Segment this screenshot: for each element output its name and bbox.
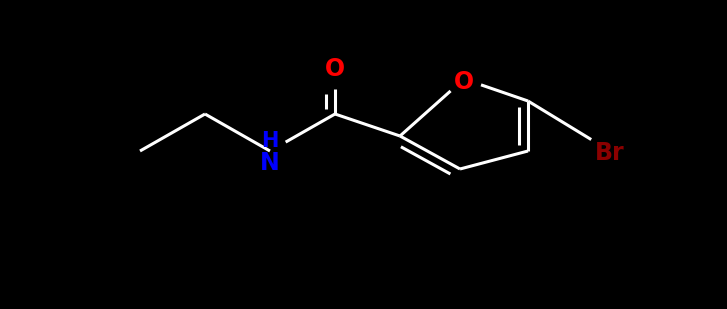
Text: O: O bbox=[454, 70, 474, 94]
Text: H: H bbox=[261, 131, 278, 151]
Text: O: O bbox=[325, 57, 345, 82]
Text: Br: Br bbox=[595, 142, 624, 166]
Text: N: N bbox=[260, 151, 280, 175]
